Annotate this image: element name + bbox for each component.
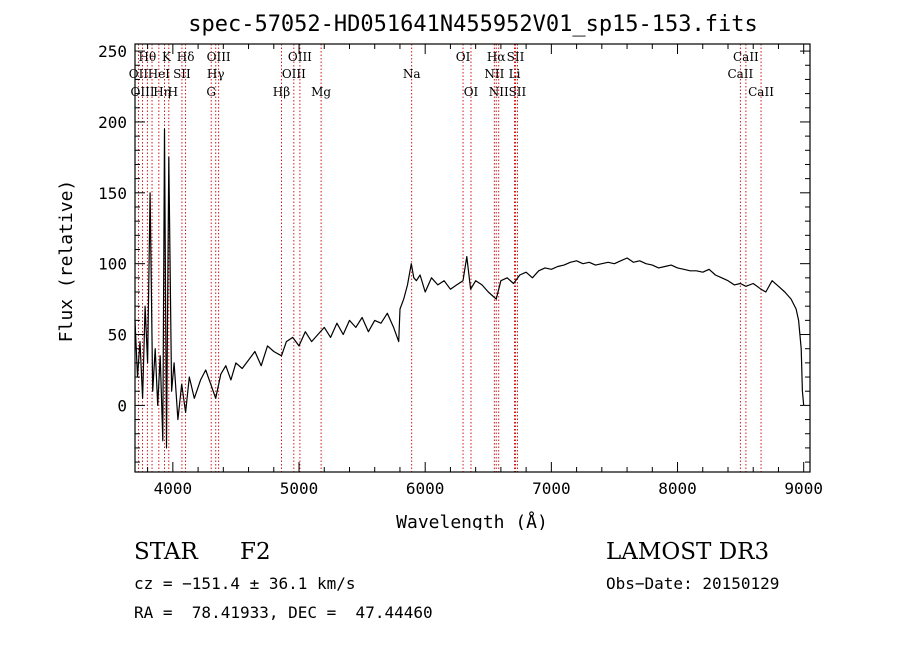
emission-line-label: K xyxy=(162,50,172,64)
emission-line-label: OI xyxy=(464,85,479,99)
x-tick-label: 6000 xyxy=(406,479,445,498)
emission-line-label: CaII xyxy=(727,67,753,81)
x-tick-label: 5000 xyxy=(280,479,319,498)
emission-line-label: Mg xyxy=(311,85,331,99)
chart-title: spec-57052-HD051641N455952V01_sp15-153.f… xyxy=(188,12,758,37)
emission-line-label: Na xyxy=(403,67,421,81)
y-tick-label: 150 xyxy=(98,184,127,203)
y-tick-label: 50 xyxy=(108,326,127,345)
emission-line-labels: Hθ OII OIII K HeI HηH Hδ SII OIII Hγ G OIII OIII Hβ Mg… xyxy=(129,50,774,99)
y-tick-label: 200 xyxy=(98,113,127,132)
y-tick-label: 0 xyxy=(117,396,127,415)
y-axis-label: Flux (relative) xyxy=(56,180,77,343)
emission-line-label: Hα xyxy=(487,50,506,64)
emission-line-label: Hβ xyxy=(273,85,290,99)
emission-line-label: HeI xyxy=(148,67,171,81)
plot-frame xyxy=(134,43,811,473)
emission-line-label: Hγ xyxy=(207,67,225,81)
emission-line-label: OIII xyxy=(282,67,306,81)
emission-line-label: OIII xyxy=(288,50,312,64)
emission-line-label: CaII xyxy=(733,50,759,64)
emission-line-label: G xyxy=(206,85,216,99)
emission-line-label: OI xyxy=(456,50,471,64)
emission-line-label: OII xyxy=(129,67,149,81)
emission-line-label: SII xyxy=(509,85,527,99)
observation-date: Obs−Date: 20150129 xyxy=(606,574,780,593)
emission-line-label: SII xyxy=(507,50,525,64)
object-subclass: F2 xyxy=(240,539,271,565)
emission-line-label: Li xyxy=(509,67,521,81)
emission-line-markers xyxy=(137,44,762,472)
emission-line-label: SII xyxy=(173,67,191,81)
emission-line-label: OIII xyxy=(207,50,231,64)
y-tick-label: 100 xyxy=(98,255,127,274)
redshift-velocity: cz = −151.4 ± 36.1 km/s xyxy=(134,574,356,593)
object-class: STAR xyxy=(134,539,198,565)
x-axis-label: Wavelength (Å) xyxy=(396,511,548,530)
emission-line-label: CaII xyxy=(748,85,774,99)
emission-line-label: NII xyxy=(489,85,509,99)
spectrum-chart: spec-57052-HD051641N455952V01_sp15-153.f… xyxy=(56,12,823,530)
x-tick-label: 9000 xyxy=(784,479,823,498)
emission-line-label: OIII xyxy=(131,85,155,99)
y-axis: 0 50 100 150 200 250 xyxy=(98,42,810,463)
x-tick-label: 8000 xyxy=(658,479,697,498)
survey-name: LAMOST DR3 xyxy=(606,539,770,565)
x-tick-label: 4000 xyxy=(154,479,193,498)
sky-coordinates: RA = 78.41933, DEC = 47.44460 xyxy=(134,603,433,622)
emission-line-label: H xyxy=(168,85,178,99)
spectrum-series-line xyxy=(134,128,805,449)
y-tick-label: 250 xyxy=(98,42,127,61)
emission-line-label: Hδ xyxy=(177,50,195,64)
emission-line-label: Hθ xyxy=(139,50,157,64)
emission-line-label: Hη xyxy=(153,85,171,99)
x-axis: 4000 5000 6000 7000 8000 9000 xyxy=(147,44,823,498)
emission-line-label: NII xyxy=(484,67,504,81)
x-tick-label: 7000 xyxy=(532,479,571,498)
